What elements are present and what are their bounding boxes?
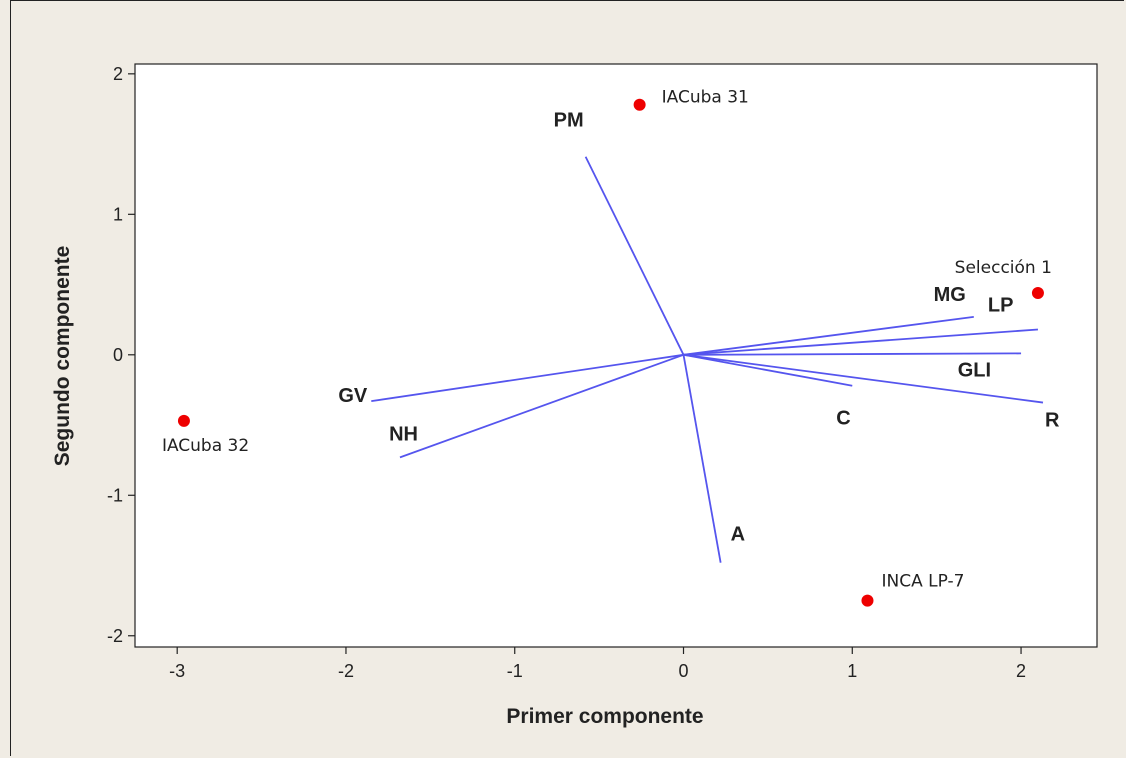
score-points: IACuba 31 Selección 1 IACuba 32 INCA LP-7 [162, 88, 1052, 607]
vector-label-c: C [836, 408, 850, 430]
y-axis-ticks: -2 -1 0 1 2 [107, 64, 135, 646]
x-tick-label: -3 [169, 661, 185, 681]
point-label-iacuba-31: IACuba 31 [662, 88, 749, 108]
vector-lp [683, 328, 1038, 356]
y-tick-label: 0 [113, 345, 123, 365]
point-inca-lp-7 [861, 594, 874, 607]
vector-c [683, 353, 853, 387]
point-selecci-n-1 [1031, 286, 1044, 299]
point-iacuba-31 [633, 98, 646, 111]
x-tick-label: 1 [847, 661, 857, 681]
y-tick-label: 2 [113, 64, 123, 84]
point-label-iacuba-32: IACuba 32 [162, 436, 249, 456]
x-axis-title: Primer componente [506, 705, 703, 728]
vector-nh [399, 353, 684, 459]
vector-label-nh: NH [389, 423, 418, 445]
x-axis-ticks: -3 -2 -1 0 1 2 [169, 647, 1026, 681]
vector-label-r: R [1045, 410, 1060, 432]
y-tick-label: -2 [107, 626, 123, 646]
y-tick-label: 1 [113, 204, 123, 224]
chart-window: -3 -2 -1 0 1 2 -2 -1 0 1 2 PM MG LP GLI R C GV NH A IACub… [10, 0, 1124, 756]
vector-r [683, 353, 1044, 404]
x-tick-label: 0 [679, 661, 689, 681]
vector-mg [683, 315, 974, 356]
vector-gli [683, 352, 1022, 356]
x-tick-label: -2 [338, 661, 354, 681]
vector-gv [371, 353, 684, 403]
vector-label-mg: MG [934, 284, 966, 306]
loading-vectors: PM MG LP GLI R C GV NH A [338, 110, 1060, 563]
vector-pm [584, 156, 685, 356]
vector-label-gv: GV [338, 385, 368, 407]
point-label-selecci-n-1: Selección 1 [955, 258, 1052, 278]
point-label-inca-lp-7: INCA LP-7 [881, 572, 964, 592]
y-tick-label: -1 [107, 485, 123, 505]
y-axis-title: Segundo componente [51, 246, 74, 467]
vector-label-lp: LP [988, 295, 1014, 317]
biplot-chart: -3 -2 -1 0 1 2 -2 -1 0 1 2 PM MG LP GLI R C GV NH A IACub… [51, 63, 1098, 728]
point-iacuba-32 [177, 414, 190, 427]
x-tick-label: -1 [507, 661, 523, 681]
x-tick-label: 2 [1016, 661, 1026, 681]
vector-label-pm: PM [554, 110, 584, 132]
vector-label-gli: GLI [958, 359, 991, 381]
vector-label-a: A [731, 524, 745, 546]
plot-area [134, 63, 1098, 648]
vector-a [682, 354, 722, 563]
